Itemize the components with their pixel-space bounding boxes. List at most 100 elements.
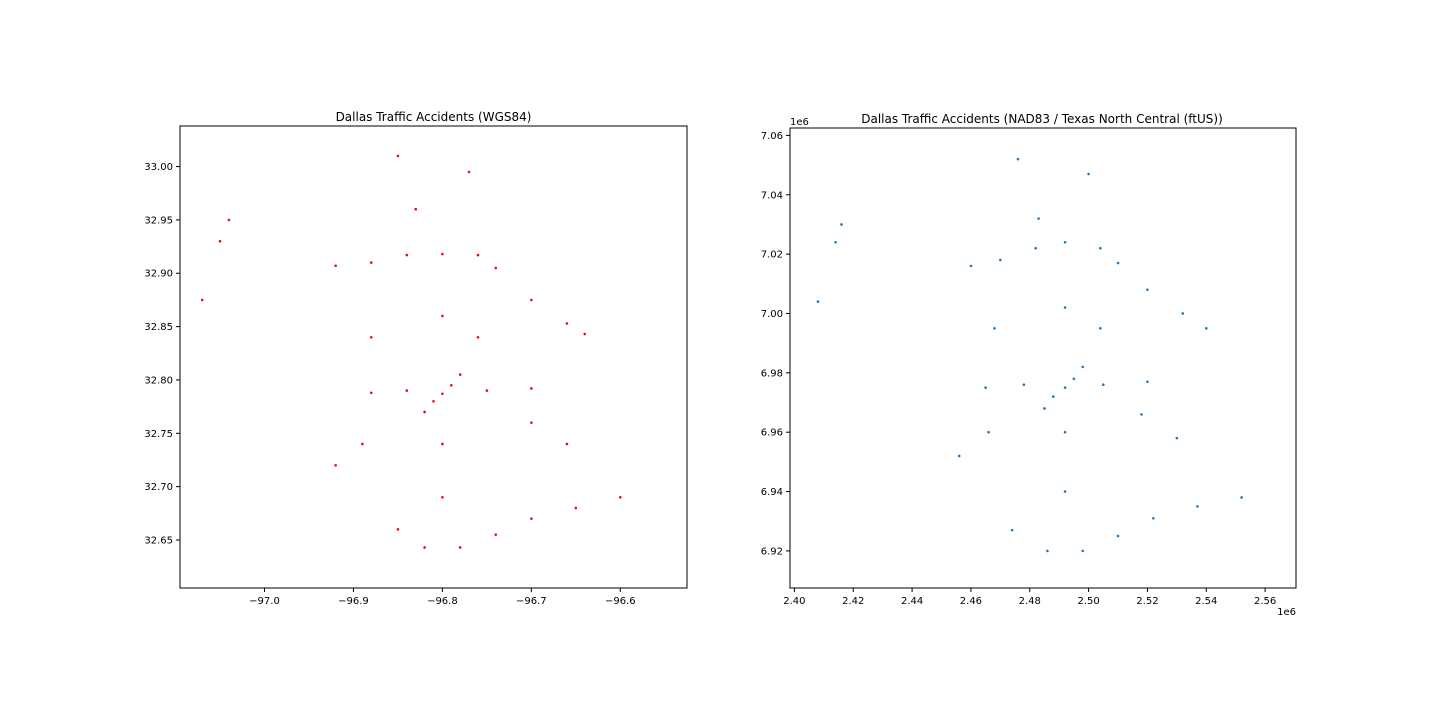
data-point bbox=[1181, 312, 1185, 315]
data-point bbox=[1022, 383, 1026, 387]
data-point bbox=[449, 383, 453, 387]
data-point bbox=[405, 389, 409, 392]
y-tick-label: 32.95 bbox=[144, 215, 173, 226]
x-tick-label: −97.0 bbox=[249, 596, 280, 607]
x-tick-label: 2.42 bbox=[842, 596, 864, 607]
x-axis: 2.40 2.42 2.44 2.46 2.48 2.50 2.52 2.54 2.56 bbox=[783, 588, 1276, 607]
x-tick-label: −96.8 bbox=[427, 596, 458, 607]
y-tick-label: 6.96 bbox=[761, 428, 783, 439]
data-point bbox=[840, 223, 843, 226]
y-tick-label: 7.02 bbox=[761, 250, 783, 261]
data-point bbox=[458, 546, 462, 549]
x-tick-label: −96.9 bbox=[338, 596, 369, 607]
data-point bbox=[583, 332, 587, 336]
y-tick-label: 32.70 bbox=[144, 482, 173, 493]
y-tick-label: 6.98 bbox=[761, 368, 783, 379]
data-point bbox=[423, 410, 426, 414]
data-point bbox=[458, 373, 462, 376]
data-point bbox=[969, 264, 973, 268]
y-tick-label: 32.75 bbox=[144, 429, 173, 440]
data-point bbox=[485, 389, 489, 392]
data-point bbox=[999, 258, 1002, 262]
data-point bbox=[476, 335, 480, 339]
data-point bbox=[361, 442, 364, 446]
data-point bbox=[1063, 386, 1067, 389]
y-tick-label: 6.92 bbox=[761, 546, 783, 557]
y-tick-label: 32.85 bbox=[144, 322, 173, 333]
y-tick-label: 6.94 bbox=[761, 487, 783, 498]
data-point bbox=[1081, 549, 1085, 553]
x-tick-label: −96.6 bbox=[605, 596, 636, 607]
data-point bbox=[1037, 217, 1040, 220]
data-point bbox=[1196, 505, 1199, 508]
data-point bbox=[441, 442, 444, 446]
chart-title: Dallas Traffic Accidents (WGS84) bbox=[336, 110, 532, 124]
data-point bbox=[494, 533, 498, 536]
data-point bbox=[1087, 172, 1090, 176]
data-point bbox=[1146, 288, 1149, 292]
data-point bbox=[957, 454, 961, 458]
data-point bbox=[369, 391, 373, 395]
data-point bbox=[369, 261, 373, 264]
data-point bbox=[494, 266, 498, 270]
data-point bbox=[476, 253, 480, 257]
data-point bbox=[1063, 430, 1067, 434]
y-tick-label: 7.06 bbox=[761, 131, 783, 142]
data-point bbox=[441, 314, 444, 318]
data-point bbox=[405, 253, 409, 257]
data-point bbox=[1072, 377, 1076, 381]
data-point bbox=[396, 528, 400, 531]
data-point bbox=[1052, 395, 1055, 398]
x-tick-label: 2.48 bbox=[1019, 596, 1041, 607]
data-point bbox=[369, 335, 373, 339]
y-tick-label: 33.00 bbox=[144, 162, 173, 173]
data-point bbox=[1102, 383, 1105, 387]
data-point bbox=[441, 392, 444, 396]
y-axis: 32.65 32.70 32.75 32.80 32.85 32.90 32.95 33.00 bbox=[144, 162, 180, 546]
scatter-points bbox=[200, 154, 622, 549]
data-point bbox=[1081, 365, 1085, 369]
data-point bbox=[834, 240, 837, 244]
data-point bbox=[530, 517, 533, 520]
data-point bbox=[218, 239, 222, 243]
data-point bbox=[1140, 413, 1143, 416]
data-point bbox=[432, 399, 435, 403]
data-point bbox=[1146, 380, 1149, 384]
x-tick-label: 2.54 bbox=[1195, 596, 1217, 607]
data-point bbox=[1034, 246, 1037, 250]
x-tick-label: 2.56 bbox=[1254, 596, 1276, 607]
data-point bbox=[467, 170, 471, 174]
plot-frame bbox=[789, 127, 1297, 589]
y-tick-label: 32.90 bbox=[144, 269, 173, 280]
data-point bbox=[565, 322, 569, 325]
data-point bbox=[441, 252, 444, 256]
y-tick-label: 7.00 bbox=[761, 309, 783, 320]
data-point bbox=[1175, 436, 1179, 440]
data-point bbox=[1099, 246, 1102, 250]
x-tick-label: 2.46 bbox=[960, 596, 982, 607]
data-point bbox=[816, 300, 820, 303]
x-axis: −97.0 −96.9 −96.8 −96.7 −96.6 bbox=[249, 588, 636, 607]
data-point bbox=[1116, 261, 1120, 265]
data-point bbox=[423, 546, 426, 549]
data-point bbox=[987, 430, 990, 434]
chart-nad83: Dallas Traffic Accidents (NAD83 / Texas … bbox=[761, 112, 1297, 618]
x-offset-label: 1e6 bbox=[1277, 607, 1296, 618]
data-point bbox=[200, 298, 204, 302]
data-point bbox=[1099, 327, 1102, 330]
data-point bbox=[1043, 407, 1046, 410]
y-tick-label: 32.80 bbox=[144, 375, 173, 386]
data-point bbox=[1063, 240, 1067, 244]
data-point bbox=[1152, 516, 1155, 520]
data-point bbox=[414, 207, 418, 211]
chart-title: Dallas Traffic Accidents (NAD83 / Texas … bbox=[861, 112, 1223, 126]
data-point bbox=[984, 386, 987, 389]
data-point bbox=[227, 218, 231, 222]
x-tick-label: 2.52 bbox=[1136, 596, 1158, 607]
data-point bbox=[1046, 549, 1049, 553]
x-tick-label: 2.40 bbox=[783, 596, 805, 607]
data-point bbox=[1116, 534, 1120, 538]
y-axis: 6.92 6.94 6.96 6.98 7.00 7.02 7.04 7.06 bbox=[761, 131, 790, 557]
data-point bbox=[334, 264, 337, 268]
data-point bbox=[530, 387, 533, 390]
